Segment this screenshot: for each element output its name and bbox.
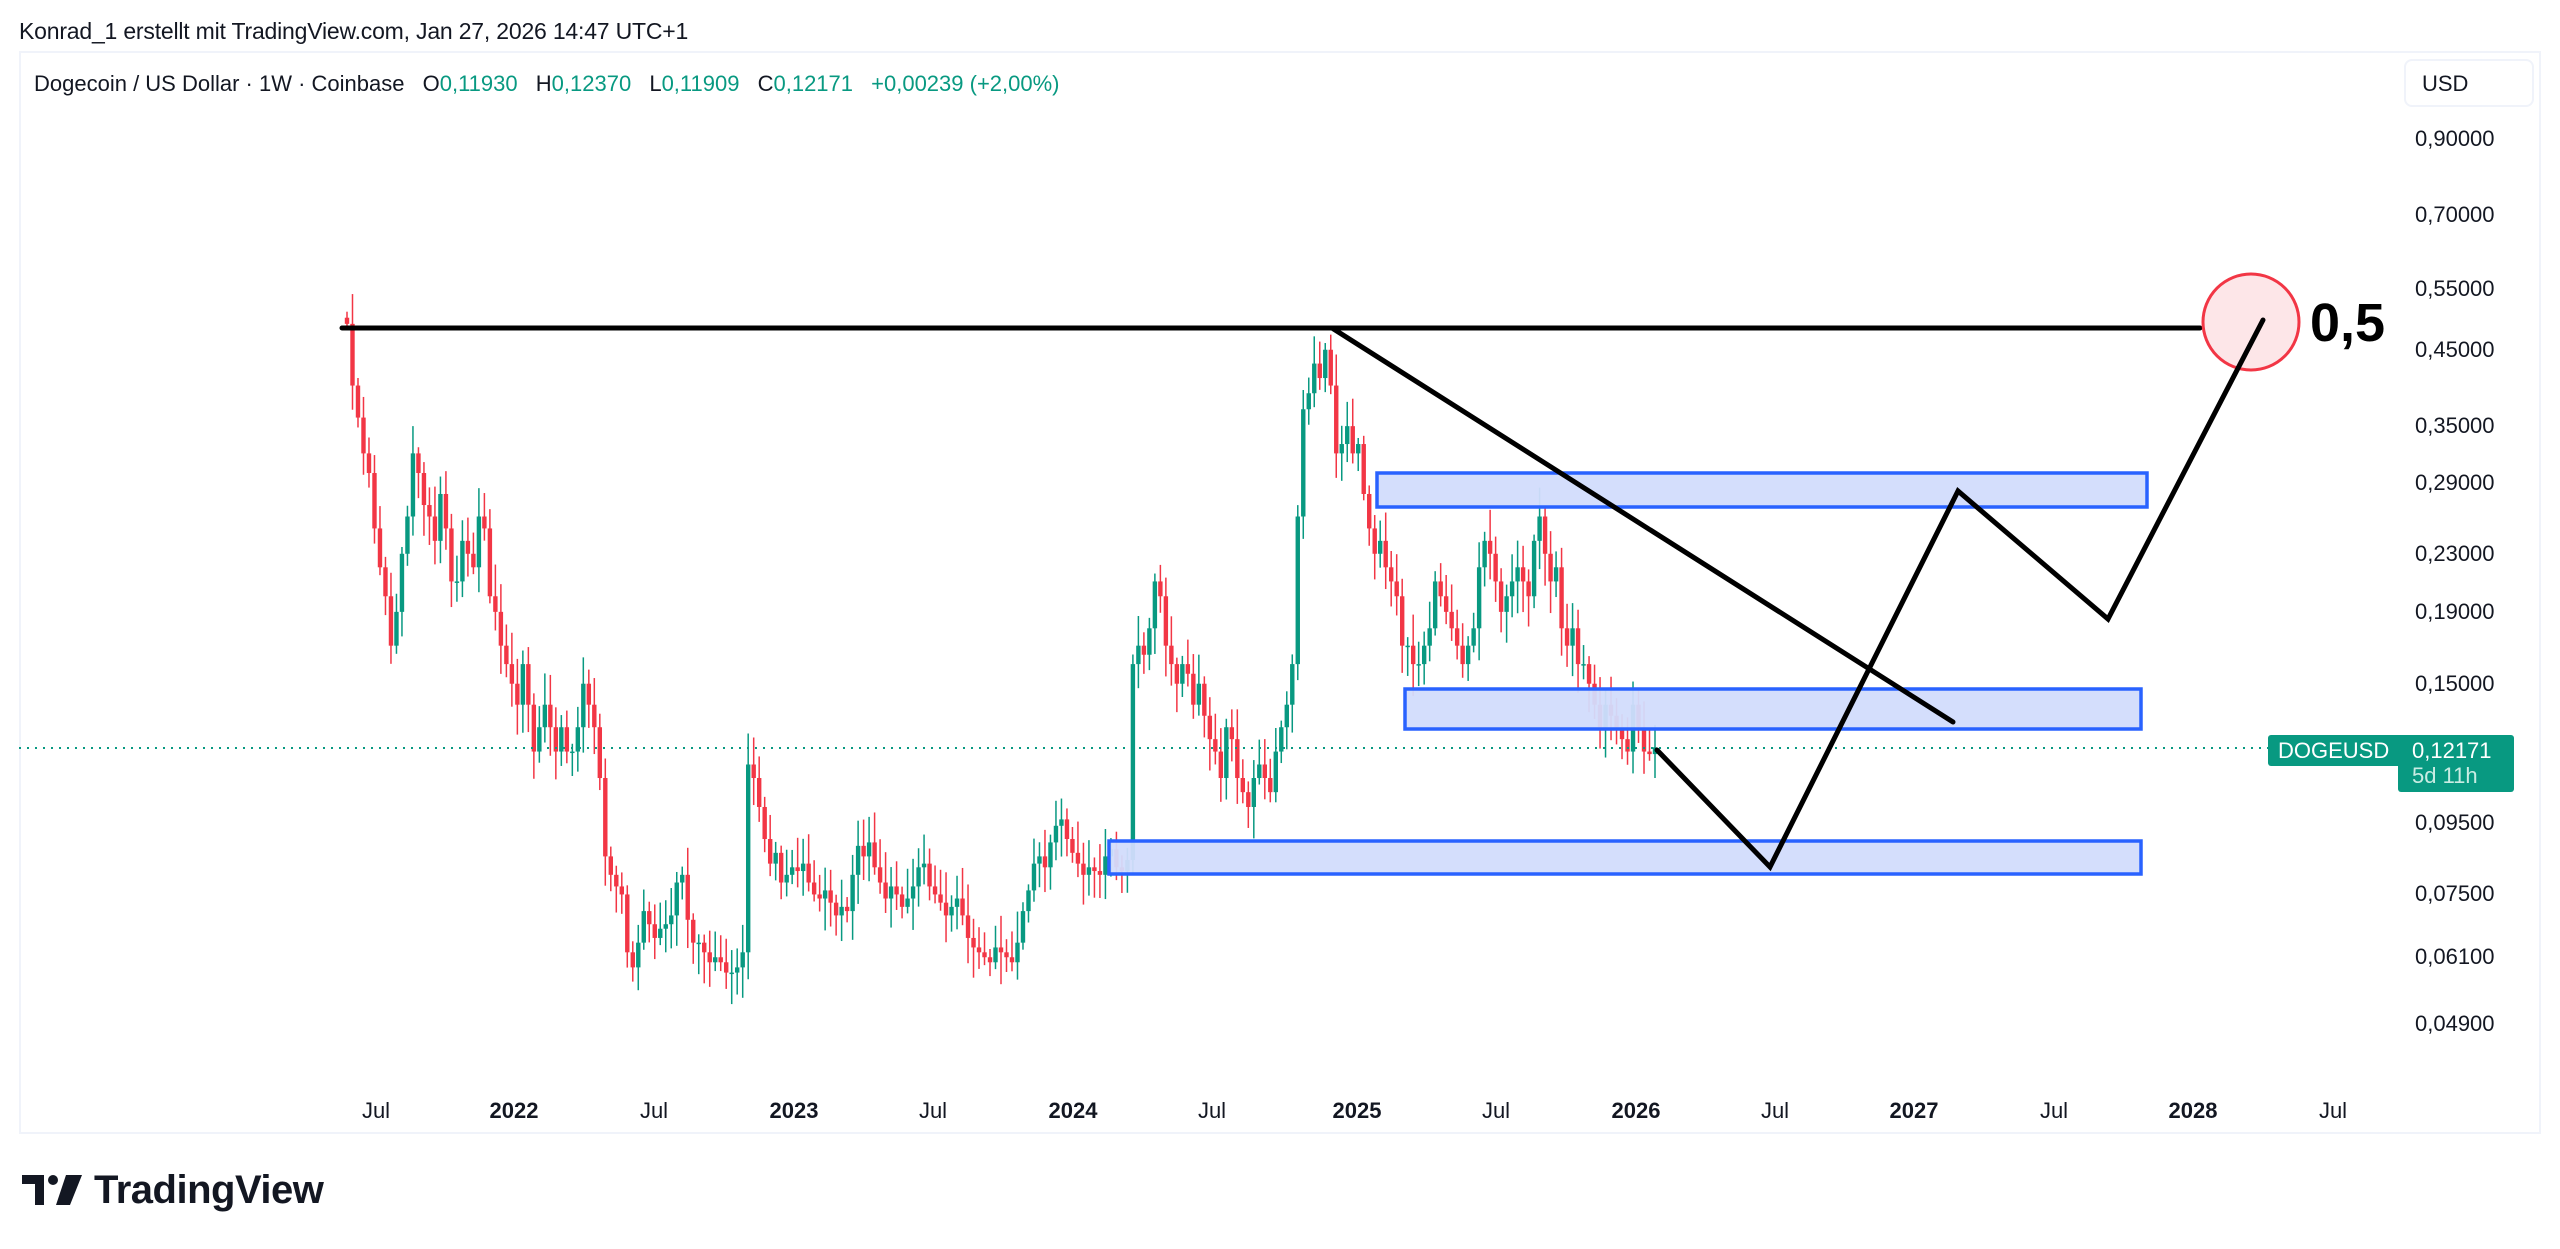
target-price-label: 0,5	[2310, 293, 2386, 353]
chart-credit: Konrad_1 erstellt mit TradingView.com, J…	[19, 18, 689, 44]
price-tick-label: 0,04900	[2415, 1010, 2495, 1036]
time-tick-label: 2026	[1611, 1098, 1661, 1123]
lower-zone[interactable]	[1107, 839, 2143, 876]
drawings[interactable]	[339, 272, 2301, 872]
upper-zone[interactable]	[1375, 471, 2149, 509]
low-label: L	[649, 71, 662, 96]
time-tick-label: Jul	[918, 1098, 948, 1123]
price-tick-label: 0,90000	[2415, 126, 2495, 152]
open-value: 0,11930	[439, 71, 518, 96]
symbol-price-tag: DOGEUSD	[2268, 735, 2400, 766]
time-tick-label: Jul	[1481, 1098, 1511, 1123]
price-tick-label: 0,06100	[2415, 944, 2495, 970]
time-tick-label: 2027	[1889, 1098, 1939, 1123]
logo-text: TradingView	[94, 1167, 324, 1212]
time-tick-label: 2028	[2168, 1098, 2218, 1123]
time-tick-label: 2023	[769, 1098, 819, 1123]
price-tick-label: 0,19000	[2415, 598, 2495, 624]
price-tick-label: 0,55000	[2415, 275, 2495, 301]
close-value: 0,12171	[773, 71, 854, 96]
price-tick-label: 0,45000	[2415, 336, 2495, 362]
time-tick-label: Jul	[1760, 1098, 1790, 1123]
tradingview-logo-icon	[22, 1175, 82, 1205]
bar-countdown: 5d 11h	[2412, 763, 2478, 788]
projection-path[interactable]	[1654, 317, 2266, 872]
time-tick-label: Jul	[2318, 1098, 2348, 1123]
close-label: C	[757, 71, 774, 96]
price-tick-label: 0,70000	[2415, 202, 2495, 228]
time-tick-label: 2024	[1048, 1098, 1098, 1123]
symbol-title: Dogecoin / US Dollar · 1W · Coinbase	[34, 71, 405, 96]
middle-zone[interactable]	[1403, 687, 2143, 731]
change-value: +0,00239 (+2,00%)	[871, 71, 1060, 96]
downtrend-line[interactable]	[1329, 325, 1956, 725]
tradingview-logo[interactable]: TradingView	[22, 1167, 324, 1212]
time-tick-label: 2022	[489, 1098, 539, 1123]
symbol-legend: Dogecoin / US Dollar · 1W · Coinbase O0,…	[34, 71, 1060, 97]
price-tick-label: 0,15000	[2415, 670, 2495, 696]
low-value: 0,11909	[661, 71, 740, 96]
open-label: O	[422, 71, 440, 96]
time-tick-label: Jul	[639, 1098, 669, 1123]
high-label: H	[535, 71, 552, 96]
last-price-tag: 0,12171 5d 11h	[2398, 735, 2514, 792]
price-tick-label: 0,23000	[2415, 540, 2495, 566]
time-tick-label: 2025	[1332, 1098, 1382, 1123]
price-tick-label: 0,29000	[2415, 470, 2495, 496]
last-price-value: 0,12171	[2412, 738, 2492, 763]
time-tick-label: Jul	[361, 1098, 391, 1123]
currency-button[interactable]: USD	[2404, 59, 2534, 107]
price-tick-label: 0,07500	[2415, 881, 2495, 907]
price-tick-label: 0,35000	[2415, 413, 2495, 439]
high-value: 0,12370	[551, 71, 632, 96]
price-tick-label: 0,09500	[2415, 809, 2495, 835]
target-circle[interactable]	[2201, 272, 2301, 372]
time-tick-label: Jul	[2039, 1098, 2069, 1123]
support-resistance-zones[interactable]	[1107, 471, 2149, 876]
candlestick-series	[344, 294, 1658, 1005]
time-tick-label: Jul	[1197, 1098, 1227, 1123]
